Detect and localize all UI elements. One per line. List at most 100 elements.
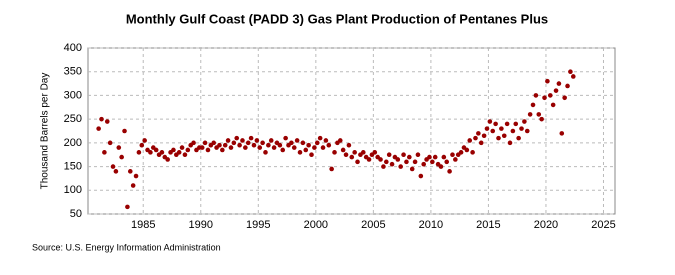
data-point (199, 145, 205, 150)
data-point (251, 142, 257, 148)
data-point (220, 147, 225, 153)
data-point (516, 135, 521, 141)
data-point (263, 150, 268, 155)
data-point (314, 140, 320, 146)
data-point (228, 145, 234, 150)
data-point (176, 150, 182, 155)
y-tick-label: 350 (64, 66, 82, 78)
data-point (501, 133, 507, 139)
data-point (260, 140, 265, 146)
data-point (441, 154, 447, 160)
data-point (300, 140, 306, 146)
data-point (559, 131, 565, 136)
data-point (159, 150, 165, 155)
data-point (407, 154, 412, 160)
x-tick-label: 2025 (591, 219, 615, 231)
data-point (280, 147, 286, 153)
data-point (476, 131, 481, 136)
data-point (122, 128, 127, 134)
data-point (257, 145, 263, 150)
data-point (412, 159, 418, 165)
data-point (294, 138, 300, 143)
data-point (539, 116, 544, 122)
data-point (165, 157, 170, 162)
data-point (191, 140, 196, 146)
data-point (343, 152, 349, 158)
data-point (470, 150, 475, 155)
source-note: Source: U.S. Energy Information Administ… (32, 242, 221, 252)
data-point (464, 147, 470, 153)
data-point (245, 140, 251, 146)
y-tick-label: 50 (70, 208, 82, 220)
y-tick-label: 400 (64, 42, 82, 54)
data-point (346, 142, 352, 148)
data-point (568, 69, 573, 75)
data-point (507, 140, 513, 146)
data-point (217, 142, 222, 148)
data-point (484, 126, 490, 131)
data-point (312, 145, 317, 150)
data-point (524, 128, 530, 134)
data-point (139, 142, 145, 148)
data-point (562, 95, 567, 101)
data-point (510, 128, 516, 134)
data-point (386, 152, 392, 158)
data-point (487, 119, 493, 124)
data-point (545, 78, 550, 84)
x-tick-label: 2000 (304, 219, 328, 231)
data-point (366, 157, 372, 162)
data-point (326, 142, 332, 148)
data-point (415, 152, 421, 158)
data-point (444, 159, 450, 165)
data-point (530, 102, 536, 108)
data-point (533, 93, 539, 98)
y-tick-label: 150 (64, 160, 82, 172)
data-point (309, 152, 314, 158)
data-point (519, 126, 524, 131)
x-tick-label: 2015 (476, 219, 500, 231)
data-point (102, 150, 107, 155)
data-point (527, 112, 533, 117)
x-tick-label: 1990 (189, 219, 213, 231)
data-point (430, 159, 435, 165)
data-point (234, 135, 240, 141)
data-point (317, 135, 323, 141)
data-point (458, 150, 464, 155)
data-point (550, 102, 556, 108)
data-point (378, 157, 383, 162)
data-point (481, 133, 487, 139)
data-point (427, 154, 432, 160)
data-point (384, 159, 389, 165)
data-point (248, 135, 254, 141)
data-point (395, 157, 401, 162)
data-point (297, 150, 303, 155)
x-tick-label: 2020 (534, 219, 558, 231)
data-point (372, 150, 378, 155)
data-point (185, 147, 191, 153)
data-point (268, 138, 274, 143)
data-point (99, 116, 104, 122)
data-point (499, 126, 504, 131)
data-point (493, 121, 498, 127)
data-point (148, 150, 153, 155)
data-point (291, 145, 297, 150)
data-point (389, 161, 395, 167)
data-point (432, 154, 438, 160)
data-point (125, 204, 130, 210)
data-point (421, 161, 427, 167)
data-point (182, 152, 188, 158)
data-point (409, 166, 415, 172)
x-tick-label: 2010 (419, 219, 443, 231)
data-point (110, 164, 116, 169)
data-point (283, 135, 288, 141)
data-point (271, 145, 277, 150)
data-point (231, 140, 237, 146)
x-tick-label: 1995 (246, 219, 270, 231)
data-point (104, 119, 110, 124)
data-point (202, 140, 208, 146)
data-point (418, 173, 424, 179)
data-point (254, 138, 260, 143)
data-point (142, 138, 147, 143)
data-point (179, 145, 185, 150)
data-point (211, 140, 217, 146)
